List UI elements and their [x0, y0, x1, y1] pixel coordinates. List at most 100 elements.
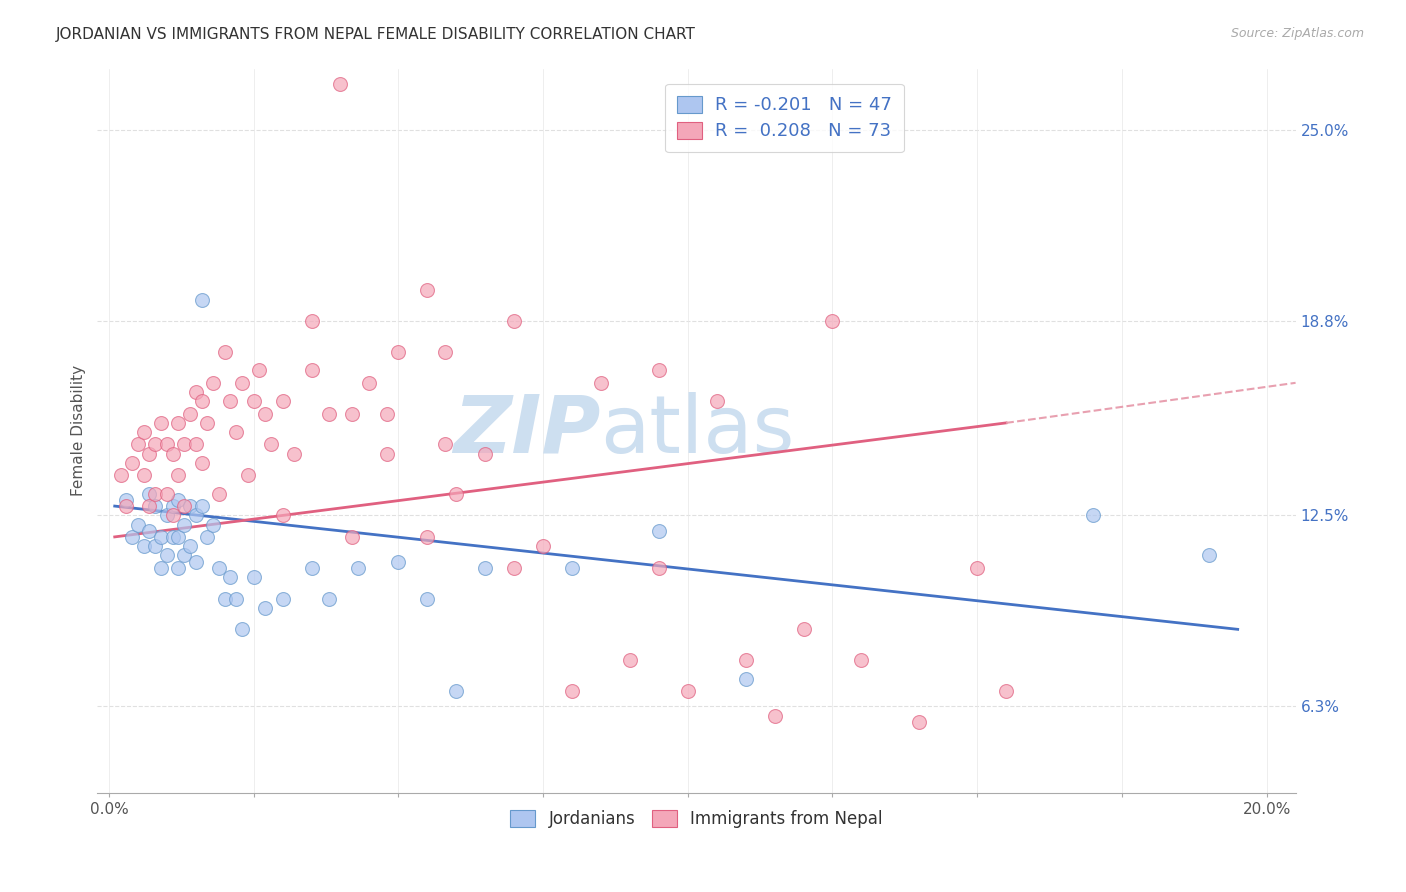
Point — [995, 684, 1018, 698]
Point — [375, 407, 398, 421]
Point — [115, 499, 138, 513]
Point — [231, 376, 253, 390]
Point — [150, 530, 173, 544]
Point — [132, 539, 155, 553]
Point — [329, 77, 352, 91]
Point — [156, 508, 179, 523]
Point — [1198, 549, 1220, 563]
Point — [110, 468, 132, 483]
Point — [184, 508, 207, 523]
Point — [793, 623, 815, 637]
Point — [589, 376, 612, 390]
Point — [173, 437, 195, 451]
Point — [763, 708, 786, 723]
Point — [561, 684, 583, 698]
Point — [260, 437, 283, 451]
Point — [375, 447, 398, 461]
Point — [138, 447, 160, 461]
Point — [301, 314, 323, 328]
Point — [162, 499, 184, 513]
Point — [162, 530, 184, 544]
Point — [254, 407, 277, 421]
Point — [156, 487, 179, 501]
Point — [167, 492, 190, 507]
Point — [706, 394, 728, 409]
Point — [340, 407, 363, 421]
Point — [851, 653, 873, 667]
Point — [619, 653, 641, 667]
Point — [474, 447, 496, 461]
Text: Source: ZipAtlas.com: Source: ZipAtlas.com — [1230, 27, 1364, 40]
Point — [162, 447, 184, 461]
Point — [416, 591, 439, 606]
Point — [225, 591, 247, 606]
Point — [648, 560, 671, 574]
Point — [167, 530, 190, 544]
Point — [190, 499, 212, 513]
Point — [195, 530, 218, 544]
Point — [173, 549, 195, 563]
Point — [173, 517, 195, 532]
Point — [433, 345, 456, 359]
Point — [214, 345, 236, 359]
Point — [474, 560, 496, 574]
Point — [138, 524, 160, 538]
Y-axis label: Female Disability: Female Disability — [72, 365, 86, 496]
Point — [150, 560, 173, 574]
Legend: Jordanians, Immigrants from Nepal: Jordanians, Immigrants from Nepal — [503, 804, 890, 835]
Point — [208, 487, 231, 501]
Point — [271, 508, 294, 523]
Point — [173, 499, 195, 513]
Point — [167, 416, 190, 430]
Point — [179, 499, 201, 513]
Point — [561, 560, 583, 574]
Point — [225, 425, 247, 439]
Point — [531, 539, 554, 553]
Point — [115, 492, 138, 507]
Point — [966, 560, 988, 574]
Point — [359, 376, 381, 390]
Point — [179, 407, 201, 421]
Point — [1081, 508, 1104, 523]
Point — [340, 530, 363, 544]
Point — [202, 376, 225, 390]
Text: JORDANIAN VS IMMIGRANTS FROM NEPAL FEMALE DISABILITY CORRELATION CHART: JORDANIAN VS IMMIGRANTS FROM NEPAL FEMAL… — [56, 27, 696, 42]
Point — [184, 555, 207, 569]
Point — [143, 487, 166, 501]
Point — [236, 468, 259, 483]
Point — [184, 385, 207, 400]
Point — [162, 508, 184, 523]
Point — [283, 447, 305, 461]
Point — [734, 653, 756, 667]
Point — [231, 623, 253, 637]
Point — [301, 363, 323, 377]
Point — [242, 394, 264, 409]
Point — [242, 570, 264, 584]
Point — [143, 539, 166, 553]
Point — [908, 714, 931, 729]
Point — [127, 517, 149, 532]
Point — [271, 394, 294, 409]
Point — [318, 591, 340, 606]
Point — [648, 524, 671, 538]
Point — [416, 530, 439, 544]
Point — [121, 530, 143, 544]
Point — [433, 437, 456, 451]
Point — [648, 363, 671, 377]
Point — [214, 591, 236, 606]
Point — [387, 345, 409, 359]
Point — [167, 560, 190, 574]
Point — [318, 407, 340, 421]
Text: atlas: atlas — [600, 392, 794, 469]
Point — [121, 456, 143, 470]
Point — [195, 416, 218, 430]
Point — [503, 560, 526, 574]
Point — [156, 437, 179, 451]
Point — [271, 591, 294, 606]
Point — [347, 560, 370, 574]
Point — [138, 487, 160, 501]
Point — [132, 425, 155, 439]
Point — [416, 284, 439, 298]
Point — [219, 570, 242, 584]
Point — [202, 517, 225, 532]
